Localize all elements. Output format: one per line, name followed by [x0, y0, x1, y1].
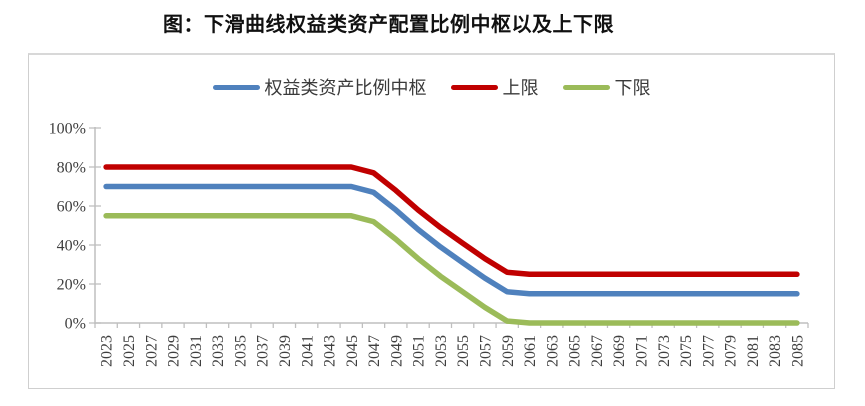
- chart-title: 图：下滑曲线权益类资产配置比例中枢以及上下限: [163, 14, 614, 36]
- legend-item-center: 权益类资产比例中枢: [212, 74, 427, 100]
- legend-line-swatch-upper-icon: [450, 84, 498, 90]
- legend: 权益类资产比例中枢 上限 下限: [29, 74, 834, 100]
- legend-item-lower: 下限: [562, 74, 651, 100]
- legend-line-swatch-center-icon: [212, 84, 260, 90]
- legend-item-upper: 上限: [450, 74, 539, 100]
- legend-label-upper: 上限: [502, 78, 539, 98]
- legend-label-lower: 下限: [614, 78, 651, 98]
- chart-panel: 权益类资产比例中枢 上限 下限: [28, 53, 835, 389]
- legend-line-swatch-lower-icon: [562, 84, 610, 90]
- legend-label-center: 权益类资产比例中枢: [264, 78, 427, 98]
